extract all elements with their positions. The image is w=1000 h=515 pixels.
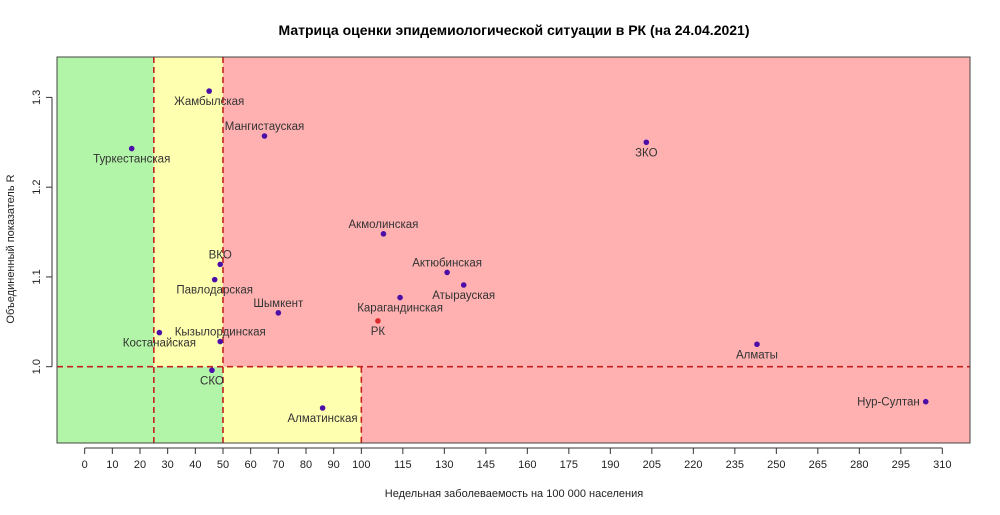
threshold-lines — [57, 57, 970, 443]
point-Алматы — [754, 341, 760, 348]
x-tick-label: 10 — [106, 459, 118, 471]
point-Актюбинская — [444, 269, 450, 276]
y-tick-label: 1.1 — [31, 269, 43, 284]
y-tick-label: 1.2 — [31, 180, 43, 195]
x-tick-label: 90 — [328, 459, 340, 471]
point-label: Алматинская — [288, 413, 358, 425]
point-СКО — [209, 367, 215, 374]
point-label: РК — [371, 326, 386, 338]
point-label: Карагандинская — [357, 303, 443, 315]
point-label: Актюбинская — [412, 257, 482, 269]
point-label: Шымкент — [253, 298, 304, 310]
x-tick-label: 70 — [272, 459, 284, 471]
x-tick-label: 205 — [643, 459, 661, 471]
x-tick-label: 295 — [892, 459, 910, 471]
x-tick-label: 0 — [82, 459, 88, 471]
point-Кызылординская — [217, 338, 224, 345]
point-label: Атырауская — [432, 290, 495, 302]
y-axis-label: Объединенный показатель R — [5, 174, 17, 323]
x-axis: 0 10 20 30 40 50 60 70 80 90 100 115 130 145 160 175 190… — [82, 447, 952, 471]
point-Акмолинская — [380, 231, 387, 237]
x-tick-label: 115 — [394, 459, 412, 471]
zone-5 — [361, 366, 970, 443]
x-tick-label: 310 — [933, 459, 951, 471]
zone-2 — [223, 57, 970, 367]
x-tick-label: 190 — [601, 459, 619, 471]
x-tick-label: 265 — [809, 459, 827, 471]
point-label: ЗКО — [635, 147, 658, 159]
point-label: Нур-Султан — [857, 397, 920, 409]
y-tick-label: 1.3 — [31, 90, 43, 105]
zone-1 — [153, 57, 223, 367]
point-Павлодарская — [211, 276, 218, 283]
x-tick-label: 40 — [189, 459, 201, 471]
plot-frame — [56, 56, 971, 444]
x-tick-label: 235 — [726, 459, 744, 471]
x-tick-label: 145 — [477, 459, 495, 471]
point-ВКО — [217, 261, 224, 268]
x-axis-label: Недельная заболеваемость на 100 000 насе… — [385, 488, 643, 500]
x-tick-label: 50 — [217, 459, 229, 471]
point-label: Костанайская — [123, 338, 196, 350]
point-Костанайская — [156, 329, 163, 336]
zone-3 — [153, 366, 223, 443]
x-tick-label: 30 — [162, 459, 174, 471]
point-Мангистауская — [261, 133, 268, 139]
point-Алматинская — [319, 405, 326, 411]
x-tick-label: 280 — [850, 459, 868, 471]
x-tick-label: 60 — [245, 459, 257, 471]
point-Карагандинская — [397, 294, 403, 301]
point-РК — [375, 318, 381, 324]
x-tick-label: 250 — [767, 459, 785, 471]
x-tick-label: 130 — [435, 459, 453, 471]
point-label: Кызылординская — [175, 327, 266, 339]
point-Жамбылская — [206, 88, 212, 94]
zone-4 — [223, 366, 362, 443]
x-tick-label: 220 — [684, 459, 702, 471]
point-Туркестанская — [128, 145, 135, 152]
point-ЗКО — [643, 139, 650, 146]
point-label: ВКО — [209, 249, 232, 261]
x-tick-label: 20 — [134, 459, 146, 471]
x-tick-label: 175 — [560, 459, 578, 471]
x-tick-label: 160 — [518, 459, 536, 471]
point-label: Павлодарская — [176, 285, 253, 297]
y-tick-label: 1.0 — [31, 359, 43, 374]
point-label: СКО — [200, 375, 224, 387]
point-label: Алматы — [736, 349, 778, 361]
point-Атырауская — [460, 282, 467, 288]
point-Шымкент — [275, 310, 282, 316]
x-tick-label: 100 — [352, 459, 370, 471]
point-Нур-Султан — [922, 398, 929, 405]
point-label: Мангистауская — [225, 121, 305, 133]
data-points: Жамбылская Мангистауская Туркестанская ЗКО А… — [93, 88, 929, 425]
x-tick-label: 80 — [300, 459, 312, 471]
point-label: Жамбылская — [174, 96, 244, 108]
y-axis: 1.0 1.1 1.2 1.3 — [31, 90, 53, 374]
chart-title: Матрица оценки эпидемиологической ситуац… — [278, 22, 749, 38]
point-label: Туркестанская — [93, 154, 170, 166]
zone-0 — [57, 57, 154, 443]
point-label: Акмолинская — [349, 219, 419, 231]
risk-zones — [57, 57, 970, 443]
